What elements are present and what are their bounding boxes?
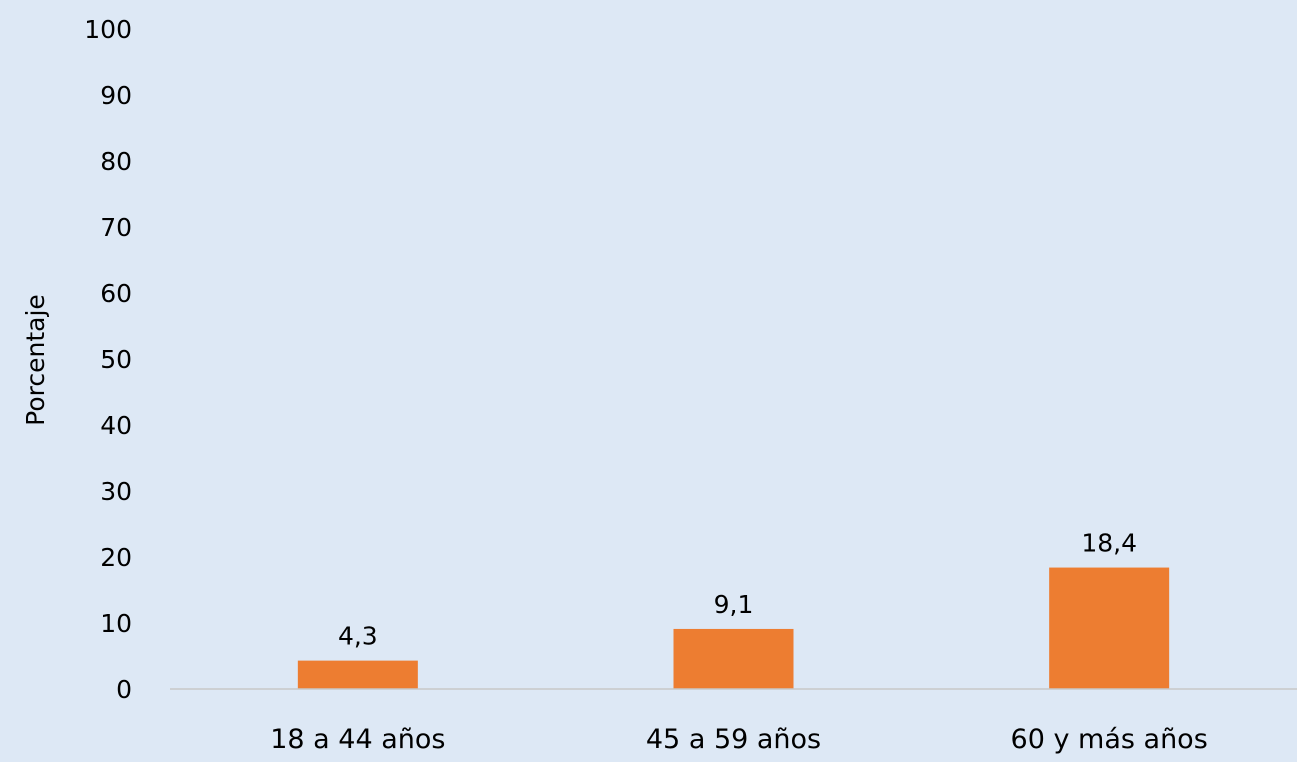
y-tick-label: 50 — [100, 345, 132, 374]
y-tick-label: 30 — [100, 477, 132, 506]
y-tick-label: 70 — [100, 213, 132, 242]
y-tick-label: 0 — [116, 675, 132, 704]
y-tick-label: 60 — [100, 279, 132, 308]
y-axis-title-group: Porcentaje — [21, 294, 50, 426]
y-tick-label: 40 — [100, 411, 132, 440]
x-tick-label: 18 a 44 años — [270, 724, 445, 755]
bar-value-label: 4,3 — [338, 622, 378, 651]
y-tick-label: 20 — [100, 543, 132, 572]
y-tick-label: 100 — [84, 15, 132, 44]
y-tick-label: 80 — [100, 147, 132, 176]
x-tick-label: 45 a 59 años — [646, 724, 821, 755]
y-tick-label: 90 — [100, 81, 132, 110]
bar — [673, 628, 794, 689]
bar-value-label: 18,4 — [1081, 529, 1137, 558]
data-labels-group: 4,3 9,1 18,4 — [338, 529, 1137, 651]
bars-group — [297, 567, 1170, 689]
bar-value-label: 9,1 — [714, 590, 754, 619]
y-tick-label: 10 — [100, 609, 132, 638]
y-axis-title: Porcentaje — [21, 294, 50, 426]
bar — [1049, 567, 1170, 689]
bar — [297, 660, 418, 689]
x-tick-label: 60 y más años — [1011, 724, 1208, 755]
y-axis-ticks: 0 10 20 30 40 50 60 70 80 90 100 — [84, 15, 132, 704]
x-axis-ticks: 18 a 44 años 45 a 59 años 60 y más años — [270, 724, 1208, 755]
